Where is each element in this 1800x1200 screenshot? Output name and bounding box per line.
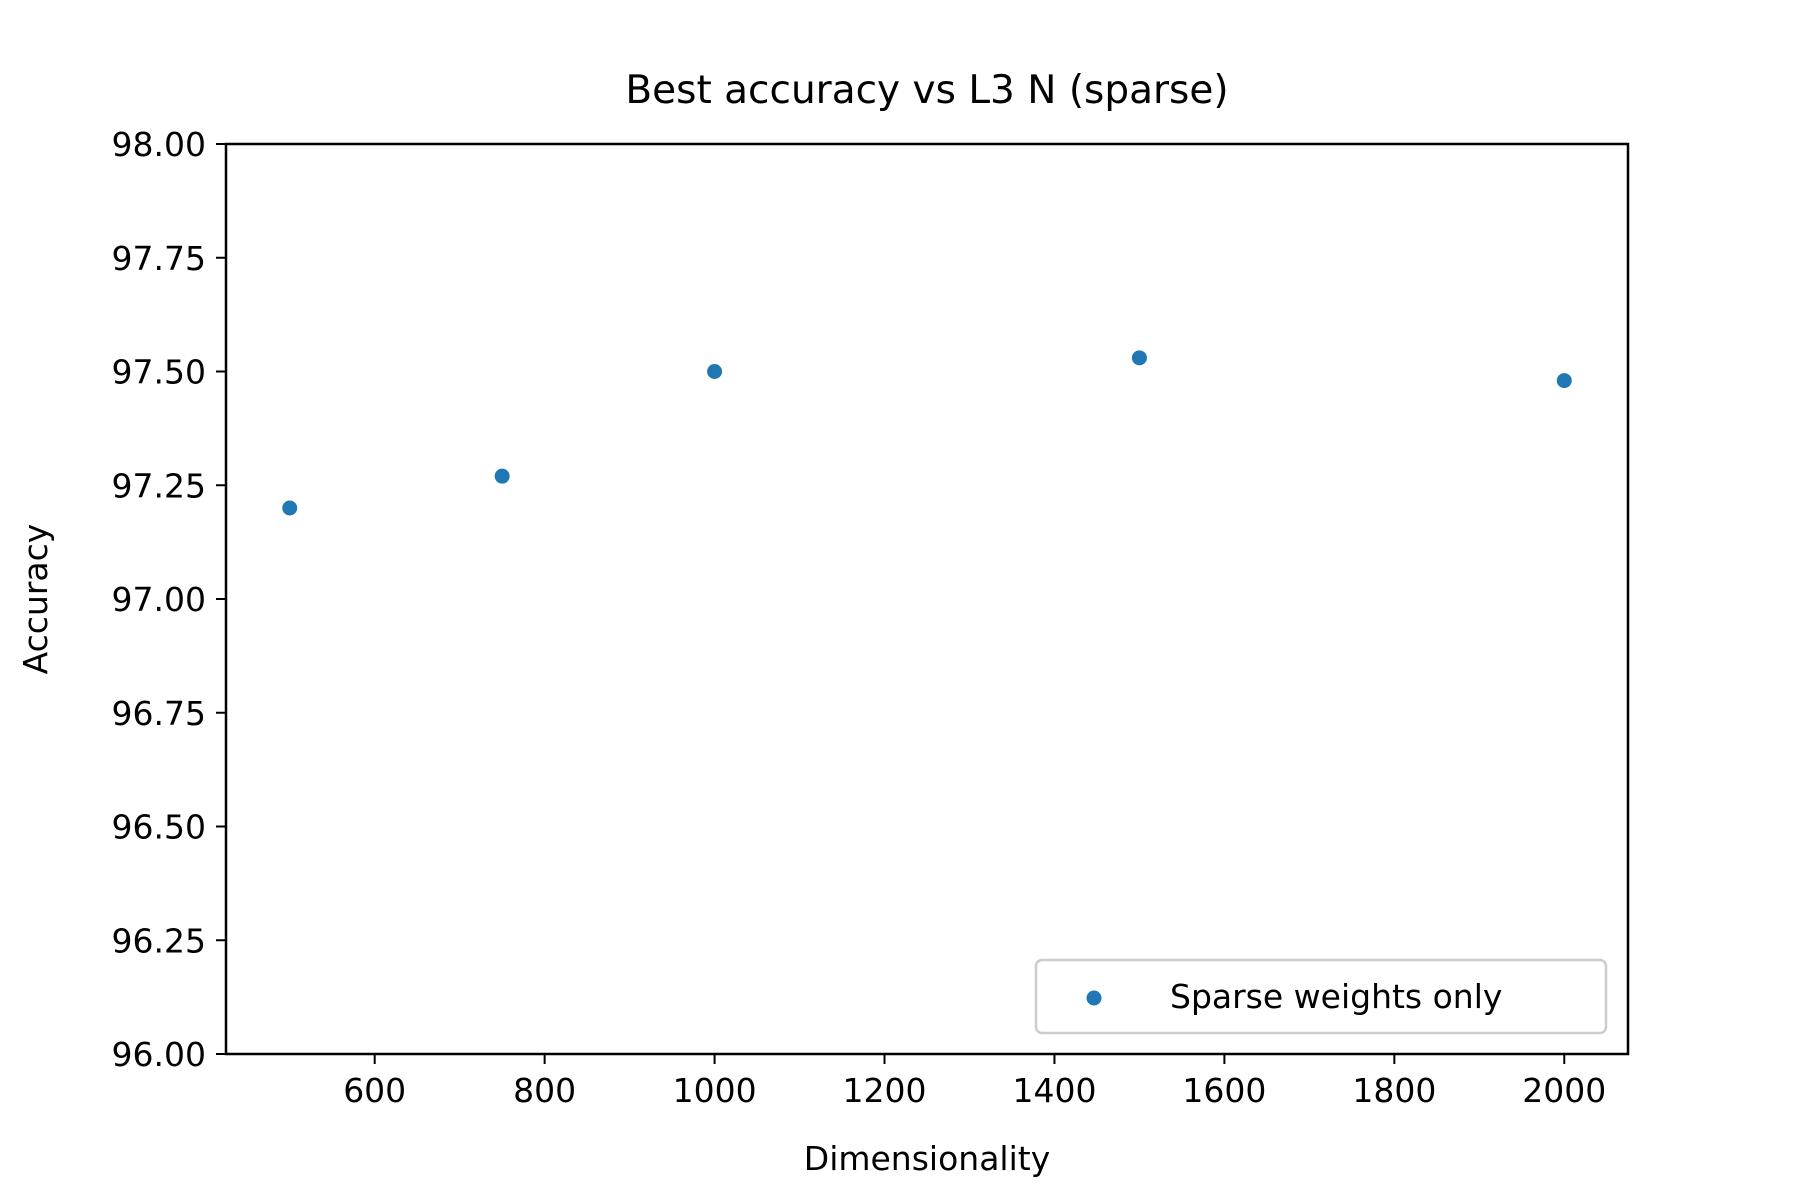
y-tick-label: 97.50: [112, 353, 206, 392]
x-axis-label: Dimensionality: [804, 1139, 1050, 1178]
y-tick-label: 96.50: [112, 808, 206, 847]
y-tick-label: 96.25: [112, 921, 206, 960]
x-tick-label: 2000: [1522, 1071, 1606, 1110]
data-point: [282, 500, 298, 516]
x-tick-label: 1400: [1012, 1071, 1096, 1110]
y-tick-label: 97.00: [112, 580, 206, 619]
data-point: [1131, 350, 1147, 366]
legend-label-sparse-weights-only: Sparse weights only: [1170, 977, 1502, 1016]
legend-marker: [1086, 990, 1102, 1006]
data-point: [707, 364, 723, 379]
y-tick-label: 96.00: [112, 1035, 206, 1074]
x-tick-label: 1000: [673, 1071, 757, 1110]
x-tick-label: 600: [343, 1071, 406, 1110]
data-point: [494, 468, 510, 484]
y-tick-label: 96.75: [112, 694, 206, 733]
legend-box: [1034, 958, 1608, 1035]
legend: Sparse weights only: [1034, 958, 1608, 1035]
x-axis-ticks: 600 800 1000 1200 1400 1600 1800 2000: [343, 1054, 1606, 1110]
plot-frame: [224, 142, 1630, 1056]
x-tick-label: 1600: [1182, 1071, 1266, 1110]
scatter-points: [282, 350, 1572, 516]
chart-title: Best accuracy vs L3 N (sparse): [625, 68, 1228, 113]
y-tick-label: 98.00: [112, 125, 206, 164]
y-tick-label: 97.25: [112, 466, 206, 505]
y-axis-ticks: 96.00 96.25 96.50 96.75 97.00 97.25 97.50 97.75…: [112, 125, 226, 1074]
x-tick-label: 1800: [1352, 1071, 1436, 1110]
y-tick-label: 97.75: [112, 239, 206, 278]
y-axis-label: Accuracy: [16, 524, 55, 675]
data-point: [1556, 373, 1572, 389]
x-tick-label: 800: [513, 1071, 576, 1110]
x-tick-label: 1200: [843, 1071, 927, 1110]
